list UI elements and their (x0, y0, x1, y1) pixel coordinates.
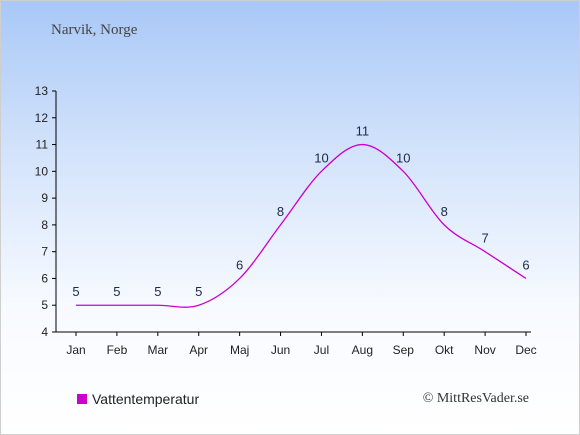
y-tick-label: 11 (36, 138, 49, 152)
x-tick-label: Maj (230, 343, 249, 357)
legend-label: Vattentemperatur (92, 391, 200, 407)
x-tick-label: Feb (107, 343, 128, 357)
data-label: 5 (72, 284, 79, 299)
y-tick-label: 5 (41, 298, 48, 312)
legend-swatch (77, 394, 87, 404)
y-tick-label: 7 (41, 245, 48, 259)
x-tick-label: Jul (314, 343, 329, 357)
data-label: 5 (195, 284, 202, 299)
copyright-text: © MittResVader.se (422, 391, 529, 406)
data-label: 5 (154, 284, 161, 299)
y-tick-label: 8 (41, 218, 48, 232)
data-label: 10 (314, 150, 328, 165)
data-label: 6 (522, 257, 529, 272)
x-tick-label: Mar (147, 343, 168, 357)
data-label: 8 (441, 204, 448, 219)
y-tick-label: 12 (35, 111, 49, 125)
y-tick-label: 10 (35, 164, 49, 178)
legend: Vattentemperatur (77, 391, 199, 407)
data-label: 5 (113, 284, 120, 299)
x-tick-label: Apr (189, 343, 208, 357)
y-tick-label: 6 (41, 271, 48, 285)
y-tick-label: 9 (41, 191, 48, 205)
data-label: 7 (481, 231, 488, 246)
x-tick-label: Nov (474, 343, 495, 357)
x-tick-label: Okt (435, 343, 454, 357)
data-label: 10 (396, 150, 410, 165)
location-title: Narvik, Norge (51, 22, 138, 38)
y-tick-label: 13 (35, 84, 49, 98)
series-line (75, 143, 527, 308)
data-label: 8 (277, 204, 284, 219)
data-label: 6 (236, 257, 243, 272)
x-tick-label: Jun (271, 343, 290, 357)
x-tick-label: Aug (352, 343, 373, 357)
y-tick-label: 4 (41, 325, 48, 339)
x-tick-label: Dec (515, 343, 536, 357)
x-tick-label: Jan (66, 343, 85, 357)
x-tick-label: Sep (393, 343, 415, 357)
data-label: 11 (356, 124, 370, 139)
